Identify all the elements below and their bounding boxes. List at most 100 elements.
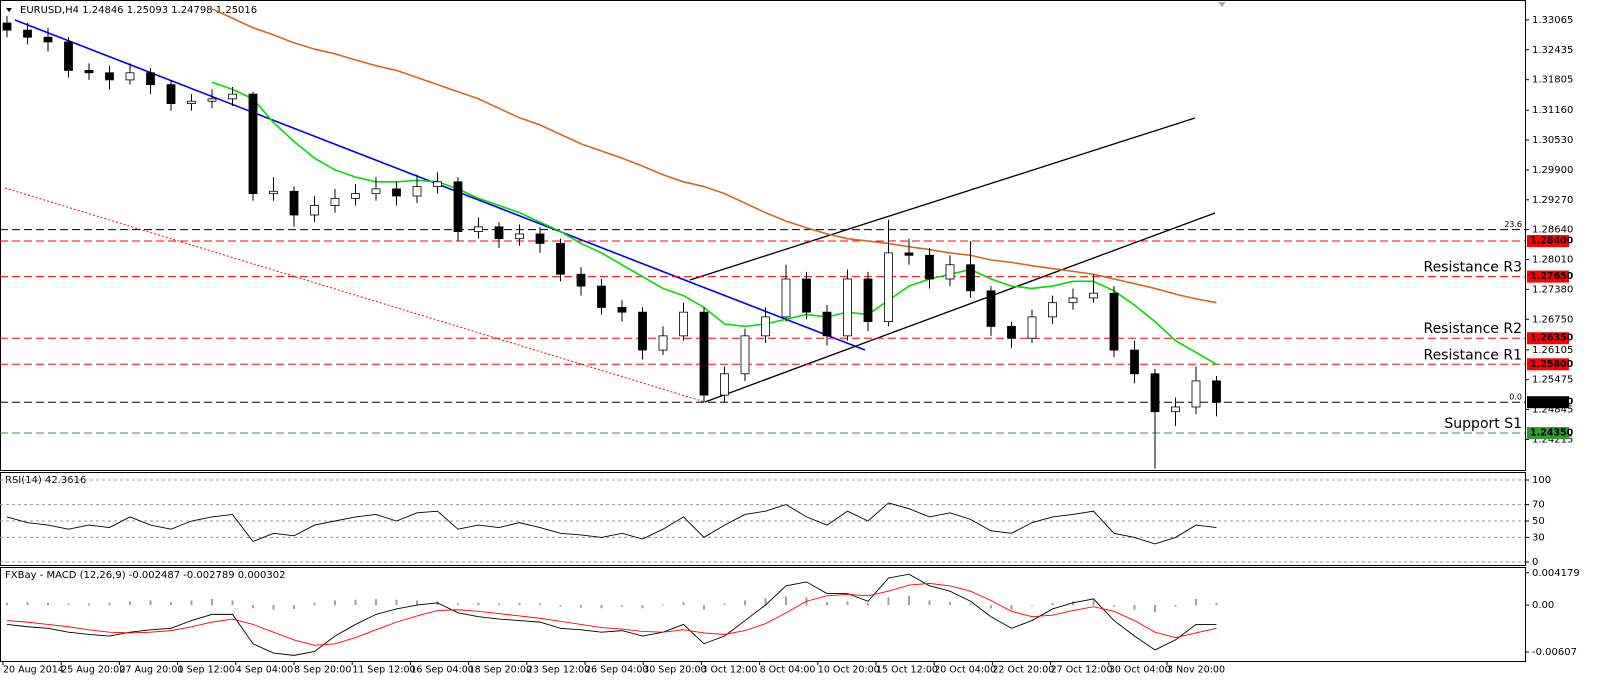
x-tick-label: 8 Sep 20:00 [294, 665, 351, 676]
y-tick-label: 1.31160 [1532, 105, 1573, 116]
histogram-bar [1154, 605, 1156, 613]
candle-body [289, 190, 299, 216]
candle-body [617, 307, 627, 313]
macd-title: FXBay - MACD (12,26,9) -0.002487 -0.0027… [5, 570, 286, 581]
x-tick-label: 8 Oct 04:00 [760, 665, 816, 676]
histogram-bar [108, 602, 111, 606]
histogram-bar [395, 599, 398, 606]
y-tick-label: 0 [1532, 557, 1538, 568]
x-tick-label: 3 Nov 20:00 [1167, 665, 1225, 676]
x-tick-label: 16 Sep 04:00 [410, 665, 473, 676]
candle-body [535, 233, 545, 244]
histogram-bar [293, 605, 295, 609]
x-tick-label: 4 Sep 04:00 [236, 665, 293, 676]
histogram-bar [334, 600, 336, 606]
candle-body [105, 72, 114, 81]
histogram-bar [1133, 605, 1136, 610]
histogram-bar [1195, 598, 1197, 606]
level-price-label: 1.26350 [1530, 333, 1574, 344]
x-tick-label: 27 Aug 20:00 [119, 665, 183, 676]
candle-body [1171, 406, 1180, 413]
level-name: Resistance R3 [1423, 260, 1522, 276]
x-tick-label: 20 Oct 04:00 [934, 665, 996, 676]
histogram-bar [354, 599, 357, 606]
histogram-bar [375, 598, 377, 606]
candle-body [310, 205, 319, 216]
y-tick-label: 0.00 [1532, 600, 1554, 611]
y-tick-label: 1.25475 [1532, 375, 1573, 386]
x-tick-label: 20 Aug 2014 [3, 665, 64, 676]
x-tick-label: 22 Oct 20:00 [992, 665, 1054, 676]
candle-body [43, 36, 53, 43]
candle-body [1130, 349, 1139, 375]
level-name: Resistance R2 [1423, 321, 1522, 337]
candle-body [269, 190, 278, 195]
y-tick-label: 70 [1532, 500, 1545, 511]
candle-body [658, 335, 668, 351]
x-tick-label: 1 Sep 12:00 [178, 665, 235, 676]
histogram-bar [498, 603, 500, 606]
x-tick-label: 23 Sep 12:00 [527, 665, 590, 676]
candle-body [84, 70, 94, 74]
histogram-bar [990, 605, 992, 609]
y-tick-label: 1.31805 [1532, 75, 1573, 86]
candle-body [207, 98, 217, 102]
histogram-bar [477, 602, 480, 606]
histogram-bar [539, 603, 541, 606]
histogram-bar [846, 601, 849, 606]
histogram-bar [67, 603, 70, 606]
candle-body [802, 278, 811, 313]
x-tick-label: 25 Aug 20:00 [61, 665, 125, 676]
candle-body [125, 72, 135, 81]
x-tick-label: 15 Oct 12:00 [876, 665, 938, 676]
candle-body [904, 252, 914, 256]
candle-body [474, 226, 483, 232]
histogram-bar [313, 602, 316, 606]
y-tick-label: 1.26750 [1532, 314, 1573, 325]
candle-body [822, 311, 832, 337]
level-price-box [1527, 358, 1569, 371]
y-tick-label: 1.30530 [1532, 135, 1573, 146]
candle-body [945, 264, 955, 280]
x-tick-label: 10 Oct 20:00 [818, 665, 880, 676]
candle-body [412, 186, 422, 197]
histogram-bar [231, 600, 234, 606]
candle-body [248, 93, 258, 195]
histogram-bar [416, 600, 418, 606]
y-tick-label: 1.33065 [1532, 15, 1573, 26]
histogram-bar [211, 598, 213, 606]
y-tick-label: 1.32435 [1532, 45, 1573, 56]
x-tick-label: 27 Oct 12:00 [1051, 665, 1113, 676]
x-tick-label: 30 Oct 04:00 [1109, 665, 1171, 676]
candle-body [597, 285, 606, 308]
candle-body [1068, 297, 1078, 304]
x-tick-label: 11 Sep 12:00 [352, 665, 415, 676]
price-panel [0, 0, 1526, 471]
histogram-bar [867, 602, 869, 606]
menu-triangle[interactable] [6, 8, 12, 12]
candle-body [2, 22, 12, 31]
candle-body [740, 335, 750, 375]
y-tick-label: 100 [1532, 475, 1551, 486]
candle-body [699, 311, 709, 396]
histogram-bar [26, 602, 29, 606]
y-tick-label: 1.29270 [1532, 195, 1573, 206]
level-name: 0.0 [1509, 393, 1522, 402]
histogram-bar [1092, 600, 1095, 606]
histogram-bar [580, 605, 582, 608]
candle-body [1048, 302, 1057, 318]
candle-body [986, 290, 996, 327]
candle-body [187, 100, 196, 104]
candle-body [1109, 292, 1119, 351]
candle-body [843, 278, 852, 337]
y-tick-label: 1.29900 [1532, 165, 1573, 176]
histogram-bar [928, 600, 931, 606]
histogram-bar [149, 600, 152, 606]
histogram-bar [1031, 605, 1033, 606]
macd-line [6, 583, 1217, 646]
candle-body [925, 254, 934, 280]
histogram-bar [88, 603, 90, 606]
candle-body [433, 181, 442, 187]
